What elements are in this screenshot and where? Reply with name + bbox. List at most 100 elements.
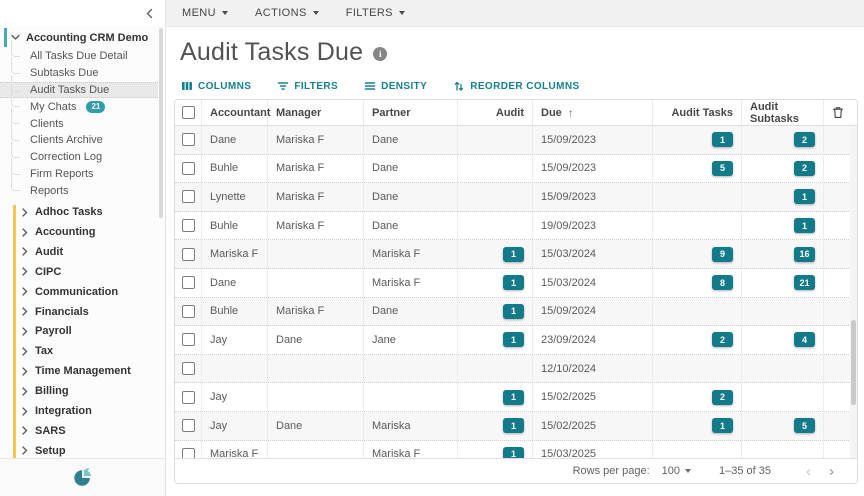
- audit-subtasks-count-badge[interactable]: 4: [794, 332, 815, 348]
- column-header-partner[interactable]: Partner: [364, 100, 458, 125]
- sidebar-group-item[interactable]: Accounting: [0, 222, 165, 242]
- sidebar-group-item[interactable]: Integration: [0, 401, 165, 421]
- sidebar-group-item[interactable]: Payroll: [0, 322, 165, 342]
- columns-button[interactable]: COLUMNS: [181, 80, 251, 92]
- row-checkbox[interactable]: [181, 333, 195, 347]
- audit-subtasks-count-badge[interactable]: 16: [794, 246, 815, 262]
- rows-per-page-select[interactable]: 100: [662, 465, 691, 477]
- cell-audit: [458, 154, 533, 183]
- previous-page-button[interactable]: ‹: [806, 462, 811, 480]
- sidebar-sub-item[interactable]: Firm Reports: [0, 157, 158, 183]
- cell-delete: [824, 183, 851, 211]
- sidebar-group-label: SARS: [35, 424, 66, 437]
- sidebar-sub-item[interactable]: Clients Archive: [0, 124, 158, 149]
- row-checkbox[interactable]: [181, 304, 195, 318]
- cell-audit-subtasks: 2: [742, 126, 824, 154]
- next-page-button[interactable]: ›: [829, 462, 834, 480]
- sort-ascending-icon: ↑: [567, 105, 574, 120]
- filters-button[interactable]: FILTERS: [277, 80, 338, 92]
- sidebar-group-item[interactable]: Tax: [0, 341, 165, 361]
- row-checkbox[interactable]: [181, 419, 195, 433]
- reorder-columns-button[interactable]: REORDER COLUMNS: [453, 80, 579, 92]
- audit-subtasks-count-badge[interactable]: 1: [794, 218, 815, 234]
- sidebar-group-item[interactable]: CIPC: [0, 262, 165, 282]
- audit-subtasks-count-badge[interactable]: 1: [794, 189, 815, 205]
- row-checkbox[interactable]: [181, 161, 195, 175]
- row-checkbox[interactable]: [181, 190, 195, 204]
- sidebar-group-item[interactable]: Billing: [0, 381, 165, 401]
- info-icon[interactable]: i: [373, 46, 388, 61]
- row-checkbox[interactable]: [181, 390, 195, 404]
- audit-count-badge[interactable]: 1: [503, 389, 524, 405]
- row-checkbox[interactable]: [181, 276, 195, 290]
- sidebar-scrollbar-thumb[interactable]: [159, 28, 163, 218]
- audit-count-badge[interactable]: 1: [503, 446, 524, 459]
- sidebar-sub-item[interactable]: Reports: [0, 174, 158, 199]
- column-header-delete[interactable]: [824, 100, 851, 125]
- sidebar-item-accounting-crm-demo[interactable]: Accounting CRM Demo: [0, 28, 165, 47]
- audit-count-badge[interactable]: 1: [503, 303, 524, 319]
- sidebar-group-item[interactable]: Setup: [0, 441, 165, 461]
- cell-delete: [824, 441, 851, 459]
- row-checkbox[interactable]: [181, 219, 195, 233]
- sidebar-group-item[interactable]: Communication: [0, 282, 165, 302]
- audit-count-badge[interactable]: 1: [503, 332, 524, 348]
- sidebar-nav: Accounting CRM Demo All Tasks Due Detail…: [0, 28, 165, 461]
- select-all-checkbox[interactable]: [181, 106, 195, 119]
- sidebar-sub-item[interactable]: Subtasks Due: [0, 56, 158, 82]
- column-header-audit[interactable]: Audit: [458, 100, 533, 125]
- row-checkbox[interactable]: [181, 362, 195, 376]
- audit-tasks-count-badge[interactable]: 8: [712, 275, 733, 291]
- column-header-due[interactable]: Due ↑: [533, 100, 653, 125]
- cell-delete: [824, 355, 851, 383]
- chat-count-badge: 21: [86, 100, 106, 113]
- audit-subtasks-count-badge[interactable]: 5: [794, 418, 815, 434]
- audit-count-badge[interactable]: 1: [503, 246, 524, 262]
- menu-dropdown[interactable]: MENU: [182, 7, 228, 19]
- audit-tasks-count-badge[interactable]: 2: [712, 389, 733, 405]
- sidebar-group-item[interactable]: Time Management: [0, 361, 165, 381]
- audit-subtasks-count-badge[interactable]: 2: [794, 132, 815, 148]
- cell-partner: Dane: [364, 154, 458, 183]
- table-row: Jay Dane Mariska 1 15/02/2025 1 5: [175, 411, 857, 441]
- density-button[interactable]: DENSITY: [364, 80, 427, 92]
- cell-delete: [824, 326, 851, 354]
- audit-count-badge[interactable]: 1: [503, 275, 524, 291]
- table-body: Dane Mariska F Dane 15/09/2023 1 2 Buhle…: [175, 126, 857, 459]
- actions-dropdown[interactable]: ACTIONS: [255, 7, 319, 19]
- sidebar-sub-item[interactable]: Correction Log: [0, 140, 158, 166]
- sidebar-sub-item[interactable]: My Chats 21: [0, 90, 158, 115]
- row-checkbox[interactable]: [181, 447, 195, 459]
- audit-subtasks-count-badge[interactable]: 21: [794, 275, 815, 291]
- audit-tasks-count-badge[interactable]: 9: [712, 246, 733, 262]
- audit-tasks-count-badge[interactable]: 1: [712, 132, 733, 148]
- chevron-right-icon: [22, 406, 28, 416]
- row-checkbox[interactable]: [181, 133, 195, 147]
- sidebar-group-item[interactable]: Audit: [0, 242, 165, 262]
- cell-due: 15/02/2025: [533, 411, 653, 440]
- actions-label: ACTIONS: [255, 7, 307, 19]
- audit-tasks-count-badge[interactable]: 5: [712, 160, 733, 176]
- column-header-audit-subtasks[interactable]: Audit Subtasks: [742, 100, 824, 125]
- table-scrollbar-thumb[interactable]: [851, 320, 856, 405]
- column-header-manager[interactable]: Manager: [268, 100, 364, 125]
- caret-down-icon: [222, 11, 228, 15]
- column-header-audit-tasks[interactable]: Audit Tasks: [653, 100, 742, 125]
- audit-tasks-count-badge[interactable]: 1: [712, 418, 733, 434]
- row-checkbox[interactable]: [181, 247, 195, 261]
- audit-tasks-count-badge[interactable]: 2: [712, 332, 733, 348]
- column-header-accountant[interactable]: Accountant: [202, 100, 271, 125]
- sidebar-group-item[interactable]: SARS: [0, 421, 165, 441]
- sidebar-sub-item[interactable]: Audit Tasks Due: [0, 74, 158, 99]
- cell-audit-subtasks: [742, 440, 824, 459]
- audit-count-badge[interactable]: 1: [503, 418, 524, 434]
- cell-accountant: [202, 354, 268, 383]
- sidebar-collapse-icon[interactable]: [145, 6, 154, 24]
- sidebar-sub-item[interactable]: All Tasks Due Detail: [0, 40, 158, 65]
- sidebar-group-item[interactable]: Financials: [0, 302, 165, 322]
- audit-subtasks-count-badge[interactable]: 2: [794, 160, 815, 176]
- sidebar-group-item[interactable]: Adhoc Tasks: [0, 202, 165, 222]
- filters-dropdown[interactable]: FILTERS: [346, 7, 405, 19]
- sidebar-sub-item[interactable]: Clients: [0, 107, 158, 132]
- sidebar-sub-label: My Chats: [30, 100, 77, 113]
